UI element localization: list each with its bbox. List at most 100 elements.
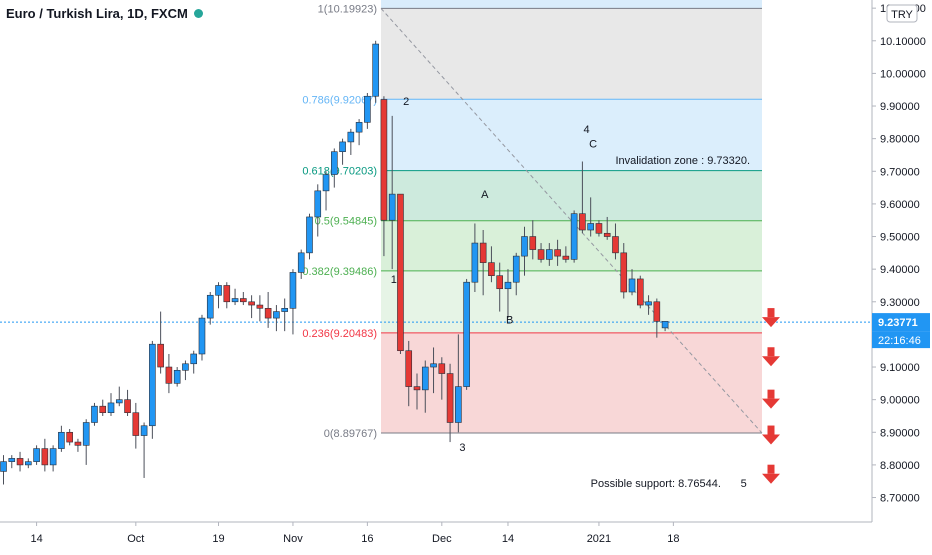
candle[interactable]: [157, 311, 164, 374]
x-tick-label: 2021: [587, 533, 611, 545]
candle[interactable]: [372, 40, 379, 103]
candle[interactable]: [339, 138, 346, 165]
candle[interactable]: [512, 252, 520, 296]
candle[interactable]: [421, 360, 429, 413]
candle-body: [496, 275, 504, 290]
candle[interactable]: [0, 455, 7, 485]
candle[interactable]: [223, 282, 231, 309]
time-axis-bg: [0, 522, 932, 550]
candle[interactable]: [132, 402, 140, 449]
candle[interactable]: [149, 340, 156, 439]
candle[interactable]: [388, 115, 396, 270]
candle[interactable]: [33, 445, 40, 465]
candle[interactable]: [165, 353, 173, 394]
candle[interactable]: [99, 399, 107, 416]
candle[interactable]: [41, 438, 49, 472]
annotation-1: Possible support: 8.76544.: [591, 478, 721, 490]
candle[interactable]: [430, 347, 437, 394]
candle[interactable]: [297, 249, 305, 279]
candle[interactable]: [620, 243, 628, 299]
candle[interactable]: [446, 363, 454, 443]
candle[interactable]: [8, 455, 16, 469]
candle[interactable]: [595, 220, 603, 237]
candle[interactable]: [281, 298, 288, 332]
chart-title: Euro / Turkish Lira, 1D, FXCM: [6, 6, 203, 21]
candle[interactable]: [504, 269, 512, 319]
candle-body: [190, 353, 198, 365]
currency-button[interactable]: TRY: [886, 4, 918, 23]
candle[interactable]: [306, 213, 313, 260]
candle[interactable]: [479, 230, 487, 296]
candle[interactable]: [215, 282, 222, 309]
candle[interactable]: [579, 161, 586, 234]
candle[interactable]: [537, 243, 545, 263]
candle[interactable]: [355, 119, 363, 146]
candle[interactable]: [289, 269, 297, 335]
candle[interactable]: [455, 334, 462, 433]
market-status-dot: [193, 9, 203, 18]
candle[interactable]: [82, 419, 90, 465]
candle[interactable]: [413, 373, 421, 410]
x-tick-label: Nov: [283, 533, 303, 545]
candle[interactable]: [16, 451, 24, 472]
candle[interactable]: [347, 128, 355, 155]
candle[interactable]: [49, 445, 57, 472]
candle[interactable]: [438, 357, 446, 400]
candle[interactable]: [198, 314, 206, 361]
candle[interactable]: [58, 425, 65, 452]
candle[interactable]: [653, 298, 661, 338]
candle[interactable]: [322, 171, 330, 211]
candle[interactable]: [115, 386, 123, 407]
candle[interactable]: [66, 429, 73, 446]
candle[interactable]: [521, 226, 528, 276]
candle[interactable]: [661, 321, 669, 332]
candle-body: [182, 363, 189, 371]
candle[interactable]: [405, 340, 413, 407]
candle[interactable]: [206, 291, 214, 325]
candle[interactable]: [496, 262, 504, 312]
candle[interactable]: [463, 278, 470, 390]
candle-body: [405, 350, 413, 387]
candle[interactable]: [182, 360, 189, 381]
candle-body: [306, 216, 313, 254]
candle[interactable]: [314, 184, 322, 237]
candle[interactable]: [124, 389, 131, 416]
candle-body: [91, 405, 98, 423]
candle[interactable]: [107, 393, 115, 416]
candle[interactable]: [25, 458, 32, 469]
candle[interactable]: [397, 193, 404, 354]
candle-body: [372, 43, 379, 97]
candle[interactable]: [587, 197, 594, 237]
candle[interactable]: [380, 96, 388, 257]
candle[interactable]: [603, 216, 611, 240]
candle[interactable]: [140, 422, 148, 478]
candle-body: [612, 236, 619, 254]
candle[interactable]: [264, 291, 272, 328]
candle[interactable]: [364, 92, 371, 129]
candle[interactable]: [562, 246, 570, 263]
candle[interactable]: [248, 295, 255, 319]
candle[interactable]: [628, 269, 636, 296]
candle[interactable]: [471, 223, 479, 292]
candle[interactable]: [612, 223, 619, 260]
candle[interactable]: [74, 438, 82, 452]
candle-body: [562, 255, 570, 260]
candle[interactable]: [570, 210, 578, 263]
candle[interactable]: [91, 402, 98, 426]
candle[interactable]: [554, 239, 561, 266]
candle[interactable]: [645, 295, 652, 315]
candle[interactable]: [190, 350, 198, 374]
candle[interactable]: [488, 246, 495, 283]
candle[interactable]: [256, 295, 264, 322]
candle[interactable]: [240, 291, 247, 306]
candle[interactable]: [231, 288, 239, 306]
wave-label-B: B: [506, 315, 513, 327]
candle[interactable]: [173, 367, 181, 387]
candle[interactable]: [546, 243, 553, 266]
candle[interactable]: [330, 148, 338, 188]
candle[interactable]: [636, 275, 644, 309]
candle[interactable]: [273, 305, 280, 332]
candle[interactable]: [529, 220, 537, 260]
